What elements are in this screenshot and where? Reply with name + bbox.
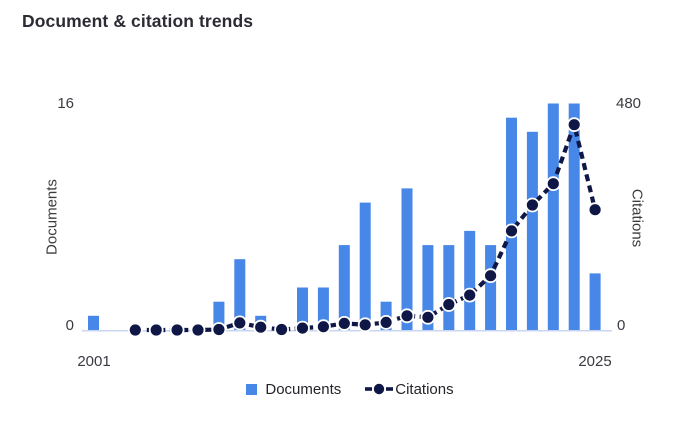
citations-point-2003: [127, 322, 143, 338]
citations-point-2018: [441, 297, 457, 312]
documents-bar-2014: [359, 202, 371, 330]
legend-item-citations[interactable]: Citations: [365, 380, 454, 398]
citations-point-2016: [399, 308, 415, 324]
citations-point-2006: [190, 322, 206, 338]
citations-point-2005: [169, 322, 185, 338]
legend-citations-label: Citations: [395, 380, 454, 398]
citations-point-2021: [504, 223, 519, 239]
left-axis-label: Documents: [43, 179, 61, 255]
citations-point-2011: [295, 320, 310, 336]
right-axis-max-tick: 480: [616, 95, 642, 112]
legend-documents-label: Documents: [265, 380, 342, 398]
citations-point-2013: [336, 315, 352, 331]
documents-bar-2012: [317, 287, 329, 330]
documents-bar-2024: [568, 103, 580, 330]
chart-legend: Documents Citations: [0, 379, 700, 399]
left-axis-min-tick: 0: [65, 317, 74, 334]
citations-point-2024: [566, 117, 582, 133]
documents-bar-2011: [297, 287, 308, 330]
citations-point-2015: [378, 314, 394, 330]
citations-dash-dot-icon: [365, 383, 394, 395]
right-axis-min-tick: 0: [617, 317, 626, 334]
citations-point-2023: [545, 176, 561, 192]
citations-point-2012: [315, 319, 331, 335]
citations-point-2022: [525, 197, 540, 213]
documents-bar-2018: [443, 245, 455, 330]
documents-bar-2017: [422, 245, 434, 330]
documents-swatch-icon: [246, 383, 258, 395]
left-axis-max-tick: 16: [57, 95, 74, 112]
citations-point-2017: [420, 309, 436, 325]
documents-bar-2023: [547, 103, 559, 330]
citations-point-2019: [462, 287, 478, 303]
citations-point-2010: [274, 322, 290, 337]
documents-bar-2008: [234, 259, 246, 330]
x-axis-last-tick: 2025: [578, 353, 612, 370]
documents-bar-2016: [401, 188, 413, 330]
documents-bar-2019: [464, 230, 476, 330]
citations-point-2004: [148, 322, 164, 338]
citations-point-2008: [232, 315, 248, 331]
documents-bar-2013: [338, 245, 350, 330]
citations-point-2014: [357, 317, 373, 333]
documents-bar-2022: [526, 131, 538, 330]
documents-bar-2020: [485, 245, 497, 330]
documents-bar-2001: [88, 315, 99, 330]
citations-point-2009: [253, 319, 269, 335]
right-axis-label: Citations: [628, 188, 646, 248]
chart-title: Document & citation trends: [22, 11, 254, 31]
citations-point-2020: [483, 268, 499, 284]
documents-bar-2025: [589, 273, 601, 330]
citations-point-2007: [211, 322, 227, 337]
citations-point-2025: [587, 202, 603, 218]
x-axis-first-tick: 2001: [77, 353, 111, 370]
documents-bar-2007: [213, 301, 225, 330]
legend-item-documents[interactable]: Documents: [246, 381, 341, 398]
